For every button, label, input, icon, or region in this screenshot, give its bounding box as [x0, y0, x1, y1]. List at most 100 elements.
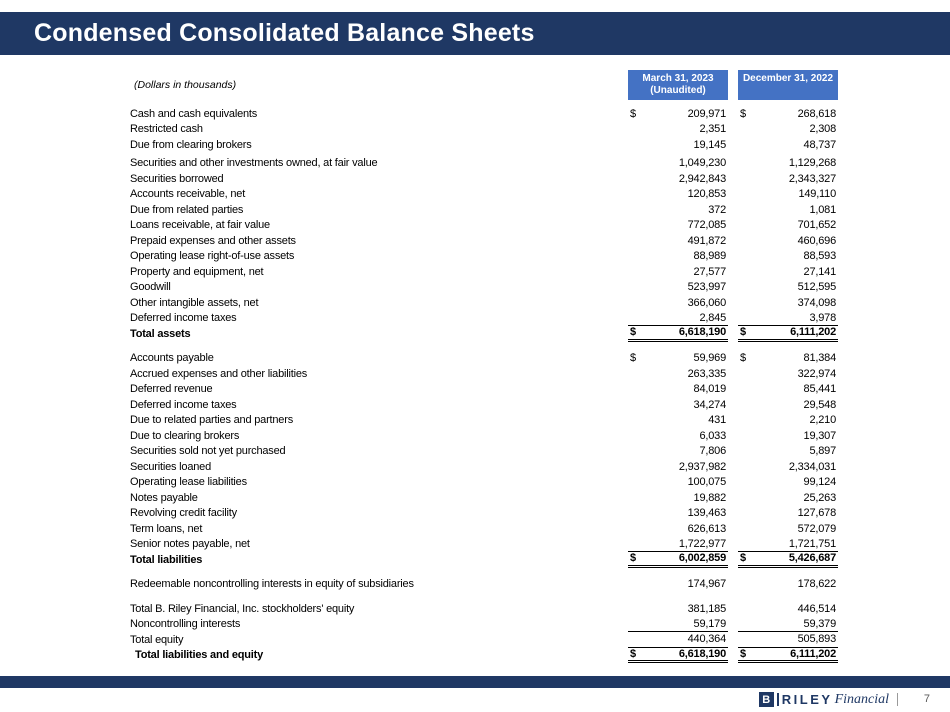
value-cell: 19,145 — [628, 137, 728, 153]
value-cell: 19,307 — [738, 428, 838, 444]
row-label: Other intangible assets, net — [130, 296, 259, 309]
table-row: Securities borrowed 2,942,843 2,343,327 — [130, 171, 838, 187]
value-cell: 512,595 — [738, 280, 838, 296]
logo-separator-icon — [776, 693, 779, 706]
value: 84,019 — [693, 383, 727, 396]
value: 1,722,977 — [678, 537, 726, 550]
currency-symbol: $ — [740, 647, 746, 660]
value-cell: 772,085 — [628, 218, 728, 234]
column-header-line2: (Unaudited) — [650, 84, 706, 96]
value-cell: 626,613 — [628, 521, 728, 537]
value: 81,384 — [803, 352, 837, 365]
value-cell: 3,978 — [738, 311, 838, 326]
value: 2,942,843 — [678, 172, 726, 185]
value-cell: 1,049,230 — [628, 156, 728, 172]
value: 178,622 — [797, 578, 837, 591]
row-label: Securities borrowed — [130, 172, 224, 185]
value-cell: 701,652 — [738, 218, 838, 234]
table-section: Securities and other investments owned, … — [130, 156, 838, 342]
value: 27,141 — [803, 265, 837, 278]
table-row: Other intangible assets, net 366,060 374,0… — [130, 295, 838, 311]
value-cell: 88,989 — [628, 249, 728, 265]
row-label: Total equity — [130, 633, 184, 646]
value-cell: 2,845 — [628, 311, 728, 326]
value-cell: $6,618,190 — [628, 648, 728, 663]
value: 88,593 — [803, 250, 837, 263]
row-label: Noncontrolling interests — [130, 618, 241, 631]
value: 1,721,751 — [788, 537, 836, 550]
value: 2,210 — [809, 414, 836, 427]
value-cell: 178,622 — [738, 577, 838, 593]
value-cell: 25,263 — [738, 490, 838, 506]
value: 372 — [708, 203, 726, 216]
value-cell: 2,937,982 — [628, 459, 728, 475]
row-label: Securities and other investments owned, … — [130, 157, 378, 170]
value: 85,441 — [803, 383, 837, 396]
row-label: Notes payable — [130, 491, 198, 504]
value-cell: 127,678 — [738, 506, 838, 522]
value: 88,989 — [693, 250, 727, 263]
value: 1,049,230 — [678, 157, 726, 170]
value: 7,806 — [699, 445, 726, 458]
table-row: Securities and other investments owned, … — [130, 156, 838, 172]
table-section: Total B. Riley Financial, Inc. stockhold… — [130, 601, 838, 663]
table-row: Total equity 440,364 505,893 — [130, 632, 838, 648]
row-label: Deferred income taxes — [130, 398, 237, 411]
table-row: Term loans, net 626,613 572,079 — [130, 521, 838, 537]
value-cell: 1,721,751 — [738, 537, 838, 552]
table-row: Securities sold not yet purchased 7,806 5,… — [130, 444, 838, 460]
row-label: Loans receivable, at fair value — [130, 219, 270, 232]
currency-symbol: $ — [740, 107, 746, 120]
table-row: Deferred income taxes 34,274 29,548 — [130, 397, 838, 413]
table-row: Due to related parties and partners 431 2,… — [130, 413, 838, 429]
table-row: Operating lease liabilities 100,075 99,124 — [130, 475, 838, 491]
value-cell: 85,441 — [738, 382, 838, 398]
value-cell: 27,577 — [628, 264, 728, 280]
value: 5,897 — [809, 445, 836, 458]
value: 59,969 — [693, 352, 727, 365]
table-row: Redeemable noncontrolling interests in e… — [130, 577, 838, 593]
value: 6,002,859 — [678, 552, 726, 565]
table-row: Cash and cash equivalents $209,971 $268,61… — [130, 106, 838, 122]
value-cell: 27,141 — [738, 264, 838, 280]
footer-bar — [0, 676, 950, 688]
value: 100,075 — [687, 476, 727, 489]
value-cell: 34,274 — [628, 397, 728, 413]
logo-riley-text: RILEY — [781, 692, 833, 707]
table-row: Notes payable 19,882 25,263 — [130, 490, 838, 506]
value-cell: 84,019 — [628, 382, 728, 398]
row-label: Accrued expenses and other liabilities — [130, 367, 308, 380]
row-label: Total liabilities — [130, 553, 203, 566]
logo-financial-text: Financial — [834, 691, 889, 707]
value-cell: 59,179 — [628, 617, 728, 632]
value: 3,978 — [809, 311, 836, 324]
value-cell: 2,343,327 — [738, 171, 838, 187]
value: 2,845 — [699, 311, 726, 324]
value: 381,185 — [687, 602, 727, 615]
value-cell: 1,081 — [738, 202, 838, 218]
value-cell: 174,967 — [628, 577, 728, 593]
table-row: Restricted cash 2,351 2,308 — [130, 122, 838, 138]
value-cell: 99,124 — [738, 475, 838, 491]
logo-end-separator-icon — [897, 693, 898, 706]
value-cell: 431 — [628, 413, 728, 429]
table-row: Loans receivable, at fair value 772,085 70… — [130, 218, 838, 234]
value-cell: 505,893 — [738, 632, 838, 648]
value: 48,737 — [803, 138, 837, 151]
currency-symbol: $ — [740, 552, 746, 565]
table-row: Total liabilities and equity $6,618,190 $6… — [130, 647, 838, 663]
table-section: Redeemable noncontrolling interests in e… — [130, 577, 838, 593]
value-cell: 2,351 — [628, 122, 728, 138]
value: 19,307 — [803, 429, 837, 442]
table-row: Revolving credit facility 139,463 127,678 — [130, 506, 838, 522]
value-cell: 5,897 — [738, 444, 838, 460]
value-cell: $268,618 — [738, 106, 838, 122]
value-cell: $5,426,687 — [738, 552, 838, 568]
currency-symbol: $ — [630, 326, 636, 339]
value: 27,577 — [693, 265, 727, 278]
table-row: Accrued expenses and other liabilities 26… — [130, 366, 838, 382]
page-title: Condensed Consolidated Balance Sheets — [34, 19, 535, 47]
column-header-line1: March 31, 2023 — [642, 73, 714, 84]
value: 572,079 — [797, 522, 837, 535]
value-cell: 572,079 — [738, 521, 838, 537]
